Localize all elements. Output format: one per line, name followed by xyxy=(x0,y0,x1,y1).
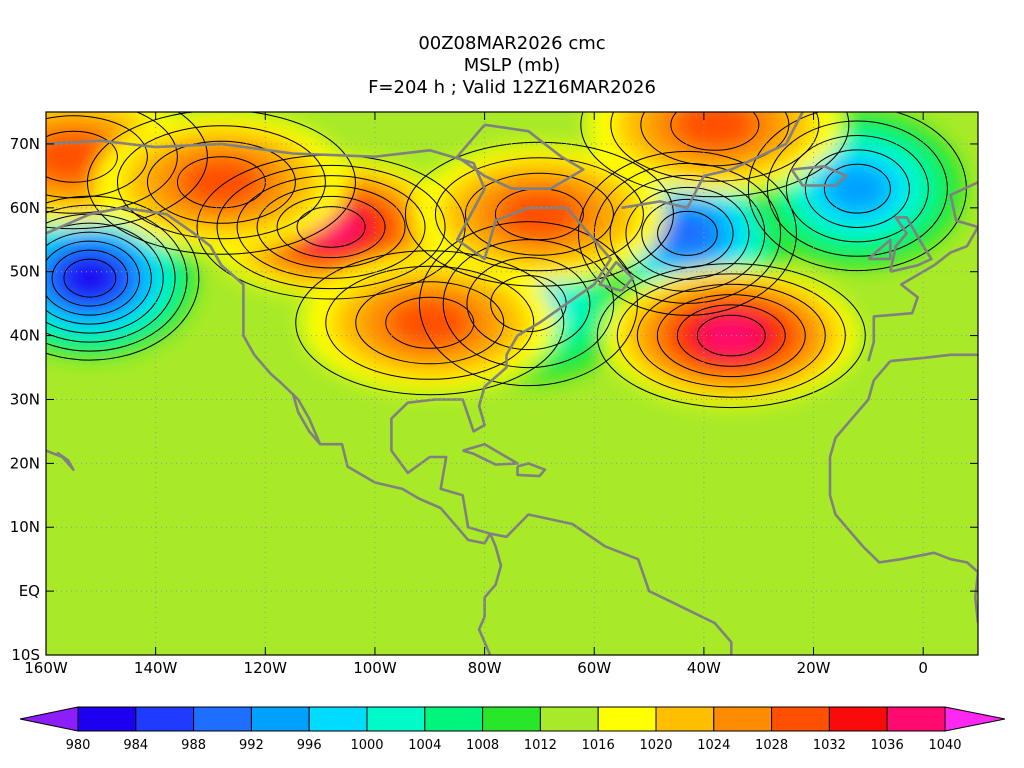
colorbar-label: 1028 xyxy=(755,738,788,753)
colorbar-bin xyxy=(250,706,310,732)
coastline xyxy=(828,360,978,624)
colorbar-label: 1036 xyxy=(871,738,904,753)
title-line-1: 00Z08MAR2026 cmc xyxy=(418,33,606,54)
lat-tick-label: 70N xyxy=(10,135,40,153)
lat-tick-label: 10N xyxy=(10,518,40,536)
colorbar-bin xyxy=(655,706,715,732)
colorbar-label: 992 xyxy=(239,738,264,753)
lat-tick-label: 30N xyxy=(10,390,40,408)
colorbar-label: 996 xyxy=(297,738,322,753)
coastline xyxy=(46,449,75,471)
colorbar-label: 1012 xyxy=(524,738,557,753)
coastline xyxy=(598,260,634,293)
colorbar-label: 988 xyxy=(181,738,206,753)
lon-tick-label: 20W xyxy=(797,659,831,677)
coastline xyxy=(462,442,519,466)
coastline xyxy=(790,165,848,187)
colorbar-bin xyxy=(482,706,541,732)
lat-tick-label: EQ xyxy=(19,582,40,600)
lat-tick-label: 20N xyxy=(10,454,40,472)
colorbar-label: 1004 xyxy=(408,738,441,753)
coastline xyxy=(889,216,933,273)
colorbar-label: 984 xyxy=(123,738,148,753)
graticule-layer xyxy=(46,112,978,655)
high-pressure-center xyxy=(587,112,842,194)
colorbar-bin xyxy=(135,706,195,732)
lon-tick-label: 140W xyxy=(134,659,178,677)
coastline xyxy=(291,392,322,446)
colorbar-bin xyxy=(828,706,888,732)
lon-tick-label: 160W xyxy=(24,659,68,677)
coastline xyxy=(867,181,978,362)
lon-tick-label: 0 xyxy=(918,659,928,677)
colorbar-bin xyxy=(539,706,599,732)
lon-tick-label: 40W xyxy=(687,659,721,677)
title-line-2: MSLP (mb) xyxy=(463,55,561,76)
map-frame xyxy=(45,111,979,656)
colorbar-label: 1016 xyxy=(582,738,615,753)
coastline xyxy=(455,123,585,190)
colorbar-bin xyxy=(597,706,657,732)
colorbar-label: 1008 xyxy=(466,738,499,753)
colorbar-label: 1000 xyxy=(350,738,383,753)
colorbar-bin xyxy=(771,706,830,732)
colorbar-bin xyxy=(193,706,252,732)
lon-tick-label: 80W xyxy=(468,659,502,677)
colorbar-bin xyxy=(886,706,946,732)
lat-tick-label: 10S xyxy=(11,646,40,664)
colorbar-label: 980 xyxy=(66,738,91,753)
colorbar-label: 1020 xyxy=(639,738,672,753)
colorbar-under-triangle xyxy=(19,706,79,732)
lon-tick-label: 100W xyxy=(353,659,397,677)
lat-tick-label: 60N xyxy=(10,199,40,217)
lat-tick-label: 40N xyxy=(10,327,40,345)
colorbar-label: 1032 xyxy=(813,738,846,753)
colorbar-label: 1024 xyxy=(697,738,730,753)
colorbar-bin xyxy=(308,706,368,732)
colorbar-bin xyxy=(77,706,137,732)
colorbar-bin xyxy=(366,706,426,732)
coastline xyxy=(46,139,733,655)
colorbar-bin xyxy=(713,706,773,732)
map-field xyxy=(46,112,978,655)
coastline xyxy=(867,238,892,261)
axis-ticks: 160W 140W 120W 100W 80W 60W 40W 20W 0 70N 60N 50N 40… xyxy=(10,112,978,677)
lon-tick-label: 60W xyxy=(577,659,611,677)
colorbar-bin xyxy=(424,706,484,732)
coastline-layer xyxy=(46,112,978,655)
lat-tick-label: 50N xyxy=(10,263,40,281)
colorbar-over-triangle xyxy=(944,706,1006,732)
colorbar-label: 1040 xyxy=(928,738,961,753)
coastline xyxy=(890,353,978,363)
coastline xyxy=(516,462,547,478)
title-line-3: F=204 h ; Valid 12Z16MAR2026 xyxy=(368,77,656,98)
chart-title: 00Z08MAR2026 cmc MSLP (mb) F=204 h ; Val… xyxy=(0,33,1024,99)
coastline xyxy=(46,206,503,655)
high-pressure-center xyxy=(302,253,557,392)
lon-tick-label: 120W xyxy=(244,659,288,677)
